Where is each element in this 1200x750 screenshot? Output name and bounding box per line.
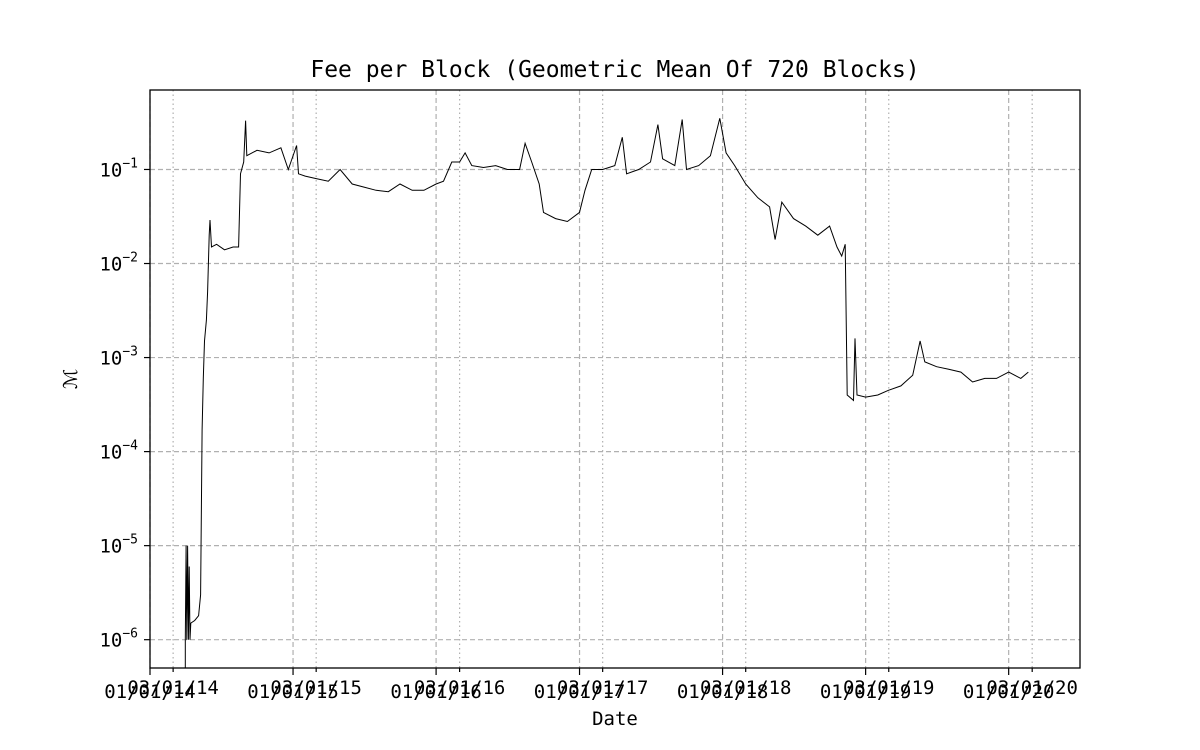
y-axis-label: ℳ (60, 369, 82, 389)
x-major-tick-label: 01/01/19 (820, 681, 912, 703)
axis-ticks: 10−610−510−410−310−210−101/01/14 01/01/15… (99, 156, 1077, 703)
plot-frame (149, 89, 1081, 669)
x-major-tick-label: 01/01/17 (534, 681, 626, 703)
y-tick-label: 10−1 (99, 156, 138, 181)
x-minor-tick-label: 03/01/19 (843, 677, 935, 699)
y-tick-label: 10−6 (99, 627, 138, 652)
chart-title: Fee per Block (Geometric Mean Of 720 Blo… (310, 57, 919, 83)
y-tick-label-exponent: −2 (122, 251, 138, 266)
x-major-tick-label: 01/01/18 (677, 681, 769, 703)
y-tick-label-base: 10 (99, 159, 122, 181)
fee-series-line (184, 118, 1029, 668)
y-tick-label-exponent: −1 (122, 156, 138, 171)
y-tick-label: 10−2 (99, 251, 138, 276)
x-minor-tick-label: 03/01/20 (986, 677, 1078, 699)
y-tick-label: 10−4 (99, 439, 138, 464)
y-tick-label: 10−3 (99, 345, 138, 370)
x-minor-tick-label: 03/01/18 (700, 677, 792, 699)
x-minor-tick-label: 03/01/17 (557, 677, 649, 699)
y-tick-label-base: 10 (99, 254, 122, 276)
y-tick-label-exponent: −5 (122, 533, 138, 548)
x-axis-label: Date (592, 708, 638, 730)
y-tick-label-base: 10 (99, 442, 122, 464)
x-minor-tick-label: 03/01/14 (127, 677, 219, 699)
x-major-tick-label: 01/01/15 (247, 681, 339, 703)
grid-lines (149, 90, 1080, 668)
y-tick-label-exponent: −4 (122, 439, 138, 454)
y-tick-label: 10−5 (99, 533, 138, 558)
x-minor-tick-label: 03/01/15 (270, 677, 362, 699)
series-layer (184, 118, 1029, 668)
y-tick-label-base: 10 (99, 348, 122, 370)
x-minor-tick-label: 03/01/16 (414, 677, 506, 699)
y-tick-label-base: 10 (99, 630, 122, 652)
x-major-tick-label: 01/01/20 (963, 681, 1055, 703)
x-major-tick-label: 01/01/16 (390, 681, 482, 703)
y-tick-label-base: 10 (99, 536, 122, 558)
y-tick-label-exponent: −3 (122, 345, 138, 360)
x-major-tick-label: 01/01/14 (104, 681, 196, 703)
y-tick-label-exponent: −6 (122, 627, 138, 642)
